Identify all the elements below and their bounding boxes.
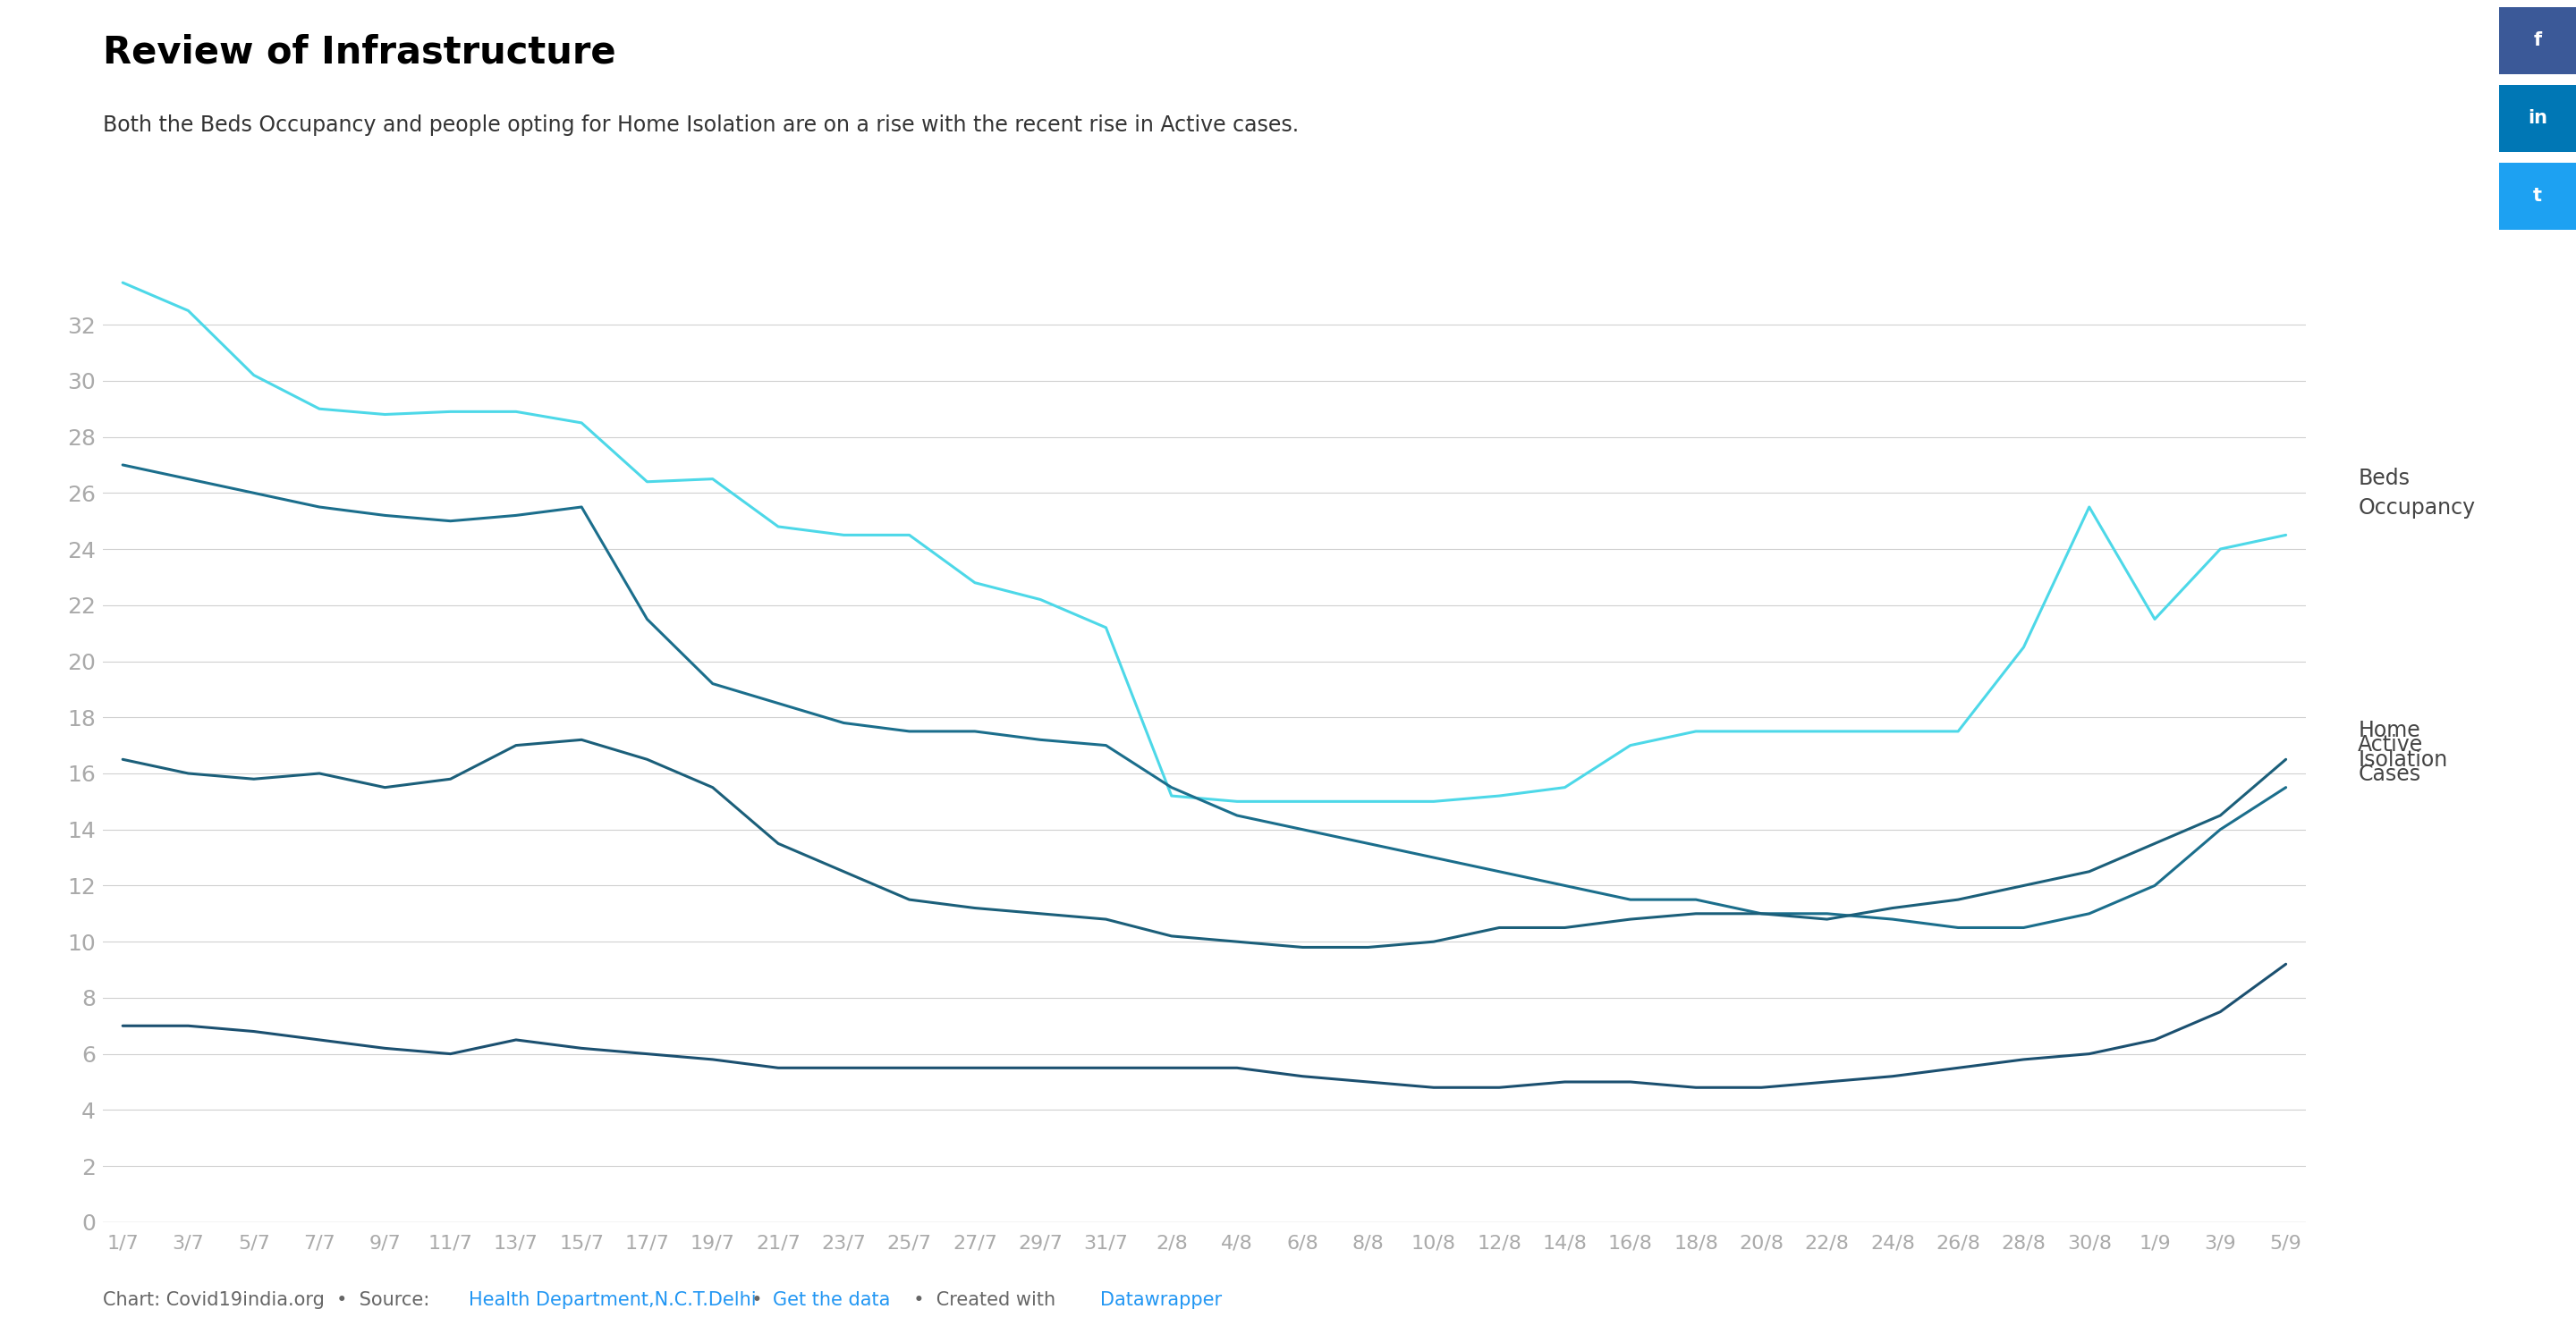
Text: •  Created with: • Created with bbox=[902, 1292, 1066, 1309]
Text: Home
Isolation: Home Isolation bbox=[2357, 720, 2447, 771]
Text: Datawrapper: Datawrapper bbox=[1100, 1292, 1221, 1309]
Text: t: t bbox=[2532, 187, 2543, 205]
Text: Health Department,N.C.T.Delhi: Health Department,N.C.T.Delhi bbox=[469, 1292, 757, 1309]
Text: Review of Infrastructure: Review of Infrastructure bbox=[103, 34, 616, 71]
Text: Active
Cases: Active Cases bbox=[2357, 733, 2424, 786]
Text: Chart: Covid19india.org  •  Source:: Chart: Covid19india.org • Source: bbox=[103, 1292, 435, 1309]
Text: Get the data: Get the data bbox=[773, 1292, 891, 1309]
Text: in: in bbox=[2527, 109, 2548, 128]
Text: f: f bbox=[2532, 31, 2543, 50]
Text: •: • bbox=[739, 1292, 773, 1309]
Text: Both the Beds Occupancy and people opting for Home Isolation are on a rise with : Both the Beds Occupancy and people optin… bbox=[103, 114, 1298, 136]
Text: Beds
Occupancy: Beds Occupancy bbox=[2357, 467, 2476, 518]
